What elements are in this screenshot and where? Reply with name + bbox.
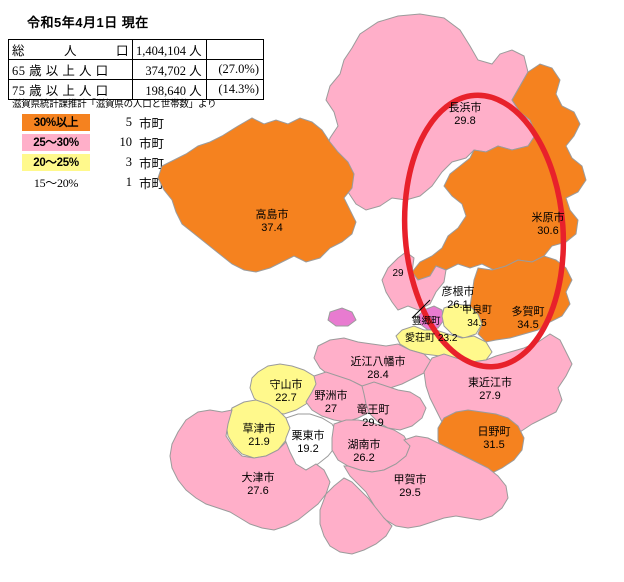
- region-kora[interactable]: [441, 303, 483, 339]
- legend-unit-20-25: 市町: [139, 157, 165, 171]
- legend-unit-over30: 市町: [139, 117, 165, 131]
- legend-unit-25-30: 市町: [139, 137, 165, 151]
- legend-item-15-20: 15〜20% 1 市町: [22, 173, 164, 192]
- region-kusatsu[interactable]: [225, 399, 291, 459]
- region-maibara[interactable]: [411, 63, 587, 281]
- legend-swatch-15-20: 15〜20%: [22, 174, 90, 191]
- region-islet[interactable]: [327, 307, 357, 327]
- table-row: 75 歳 以 上 人 口 198,640 人 (14.3%): [7, 79, 265, 100]
- region-south-bridge[interactable]: [319, 477, 393, 555]
- legend-swatch-25-30: 25〜30%: [22, 134, 90, 151]
- region-ryuo[interactable]: [361, 381, 427, 431]
- stat-value-total: 1,404,104 人: [132, 39, 207, 60]
- source-note: 滋賀県統計課推計「滋賀県の人口と世帯数」より: [12, 99, 217, 110]
- stat-pct-over65: (27.0%): [205, 59, 265, 80]
- table-row: 総 人 口 1,404,104 人: [7, 39, 265, 60]
- region-yasu[interactable]: [305, 371, 377, 423]
- legend-swatch-20-25: 20〜25%: [22, 154, 90, 171]
- legend-item-over30: 30%以上 5 市町: [22, 113, 164, 132]
- table-row: 65 歳 以 上 人 口 374,702 人 (27.0%): [7, 59, 265, 80]
- region-takashima[interactable]: [157, 117, 357, 273]
- stat-label-total: 総 人 口: [7, 39, 134, 60]
- legend-swatch-over30: 30%以上: [22, 114, 90, 131]
- legend-count-25-30: 10: [119, 135, 133, 149]
- legend-count-20-25: 3: [125, 155, 132, 169]
- region-koka[interactable]: [343, 435, 509, 529]
- stat-label-over75: 75 歳 以 上 人 口: [7, 79, 134, 100]
- legend-item-20-25: 20〜25% 3 市町: [22, 153, 164, 172]
- region-moriyama[interactable]: [249, 363, 319, 415]
- legend: 30%以上 5 市町 25〜30% 10 市町 20〜25% 3 市町 15〜2…: [22, 113, 164, 193]
- legend-item-25-30: 25〜30% 10 市町: [22, 133, 164, 152]
- stat-pct-over75: (14.3%): [205, 79, 265, 100]
- page-title: 令和5年4月1日 現在: [27, 15, 149, 30]
- highlight-ellipse: [401, 92, 567, 370]
- population-stats-table: 総 人 口 1,404,104 人 65 歳 以 上 人 口 374,702 人…: [7, 39, 265, 100]
- legend-count-15-20: 1: [125, 175, 132, 189]
- stat-value-over65: 374,702 人: [132, 59, 207, 80]
- hikone-leader-line: [411, 299, 431, 319]
- legend-count-over30: 5: [125, 115, 132, 129]
- stat-value-over75: 198,640 人: [132, 79, 207, 100]
- legend-unit-15-20: 市町: [139, 177, 165, 191]
